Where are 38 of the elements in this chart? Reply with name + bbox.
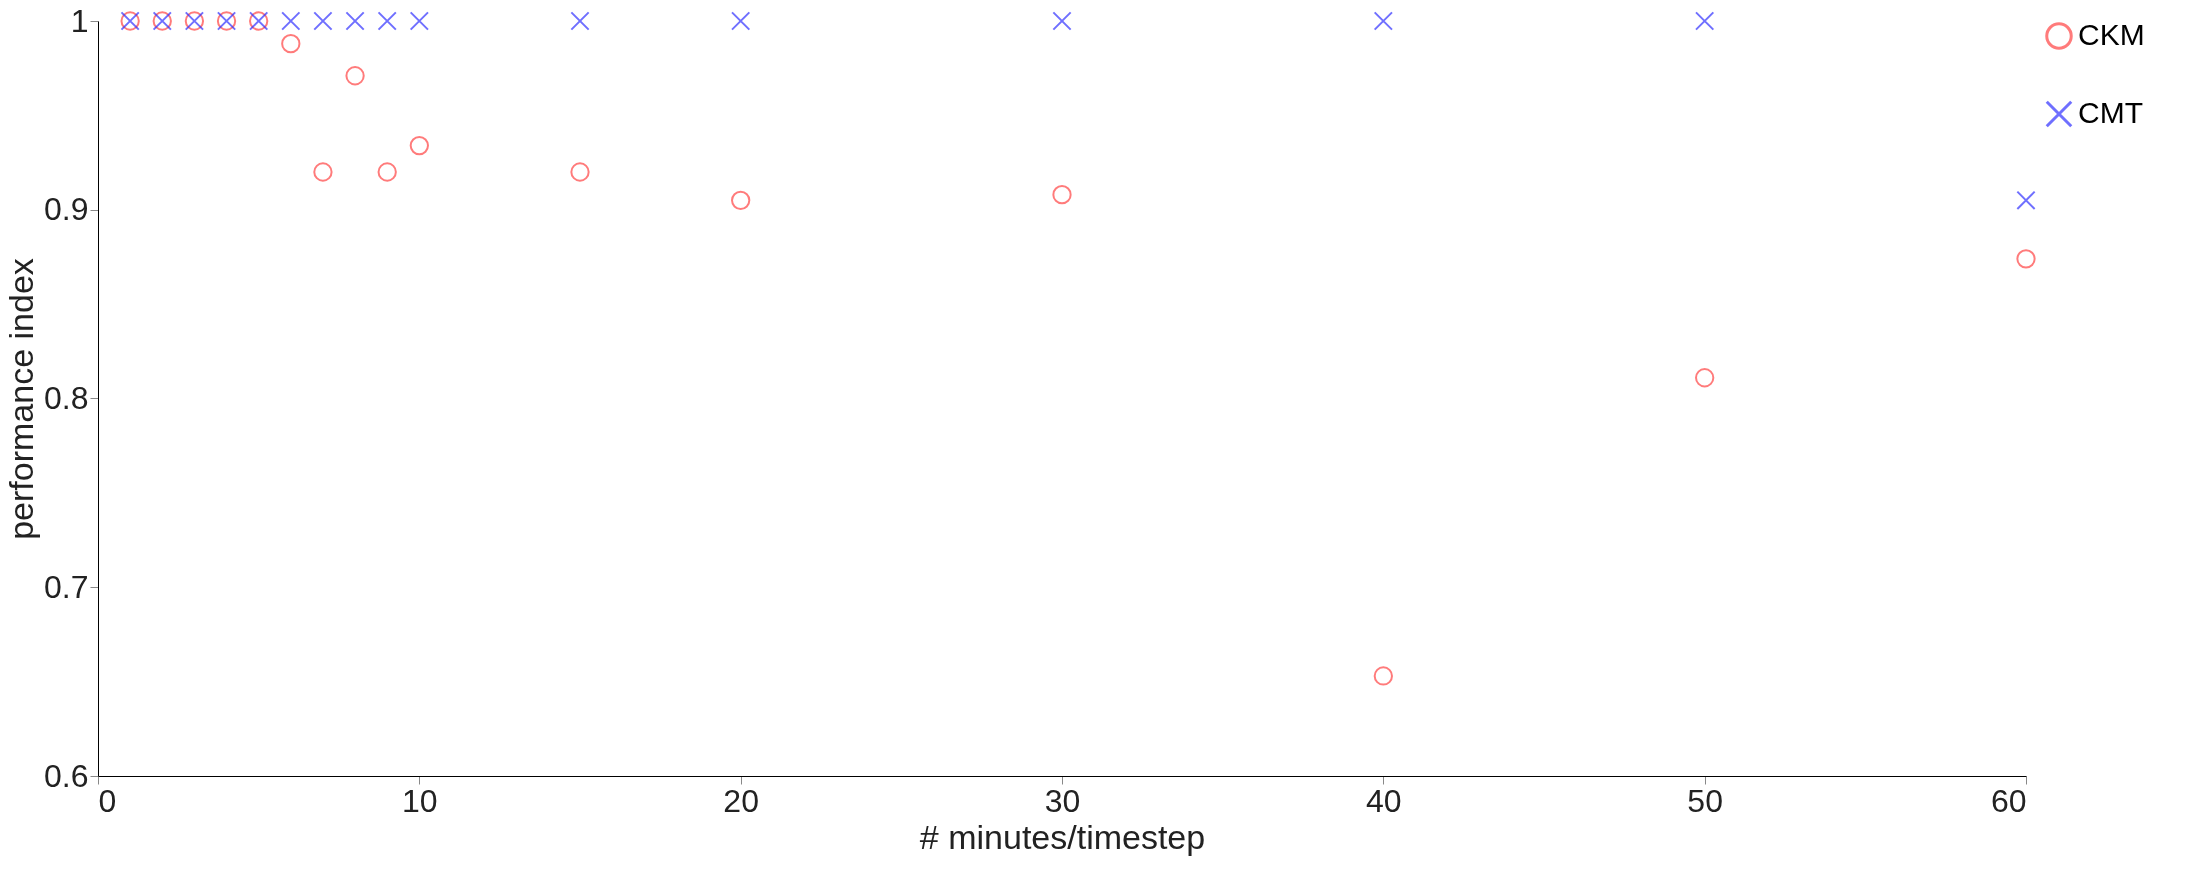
point: [377, 11, 397, 31]
point: [377, 162, 397, 182]
point: [345, 66, 365, 86]
legend-label: CKM: [2078, 18, 2145, 51]
point: [1695, 11, 1715, 31]
point: [281, 34, 301, 54]
point: [1373, 666, 1393, 686]
y-tick-label: 0.7: [44, 568, 89, 605]
x-tick-label: 30: [1044, 782, 1081, 819]
point: [313, 162, 333, 182]
x-tick-label: 40: [1366, 782, 1402, 819]
point: [1695, 368, 1715, 388]
point: [1052, 11, 1072, 31]
y-tick-label: 1: [70, 2, 89, 39]
x-tick-label: 0: [98, 782, 117, 819]
point: [409, 135, 429, 156]
point: [281, 11, 301, 31]
point: [570, 162, 590, 182]
y-tick-label: 0.9: [44, 191, 89, 228]
x-tick-label: 10: [402, 782, 438, 819]
y-tick-label: 0.8: [44, 380, 89, 416]
legend-label: CMT: [2078, 96, 2143, 129]
point: [731, 190, 751, 210]
y-axis-title: performance index: [2, 258, 41, 540]
y-tick-label: 0.6: [44, 757, 89, 794]
point: [313, 11, 333, 31]
point: [570, 11, 590, 31]
point: [345, 11, 365, 31]
point: [409, 11, 429, 31]
x-axis-title: # minutes/timestep: [919, 817, 1206, 856]
x-tick-label: 50: [1687, 782, 1723, 819]
x-tick-label: 20: [723, 782, 759, 819]
point: [2016, 190, 2036, 210]
point: [1052, 185, 1072, 205]
point: [2016, 249, 2036, 269]
point: [1373, 11, 1393, 31]
point: [731, 11, 751, 31]
x-tick-label: 60: [1990, 782, 2027, 819]
